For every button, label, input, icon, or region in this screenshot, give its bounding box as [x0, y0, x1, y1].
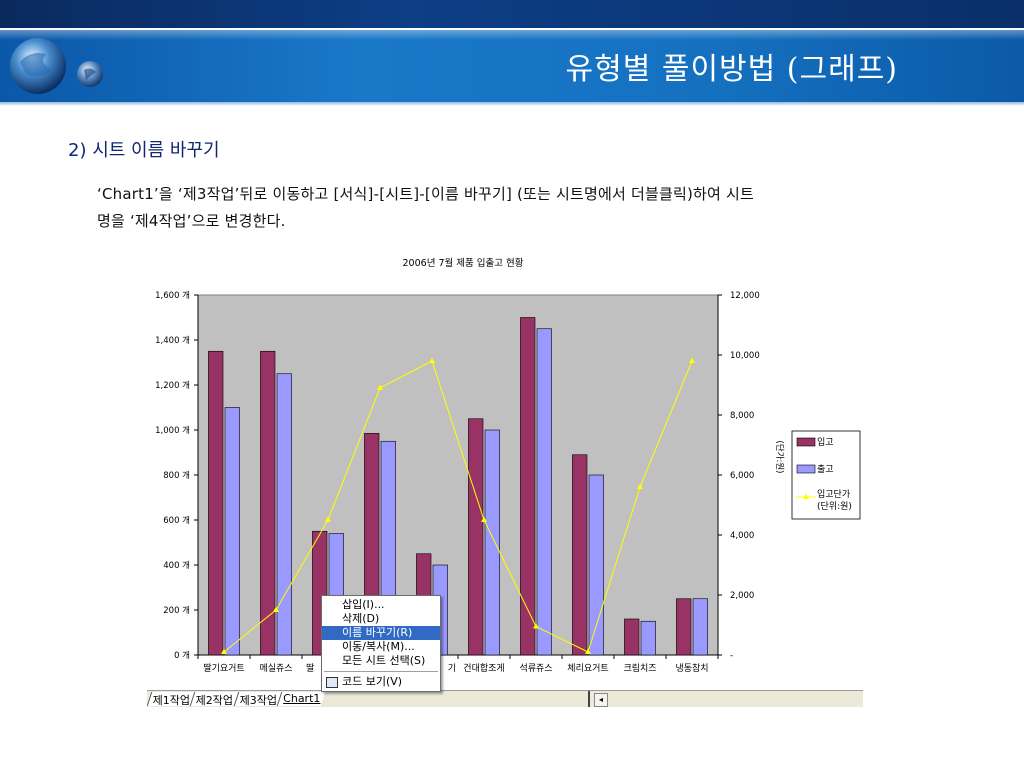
legend-label-out: 출고: [817, 464, 834, 475]
right-axis-label: (단가:원): [774, 441, 785, 474]
slide-title: 유형별 풀이방법 (그래프): [565, 52, 898, 87]
sheet-tab-3[interactable]: 제3작업: [233, 692, 283, 707]
price-marker: [533, 623, 539, 629]
sheet-tab-bar: 제1작업 제2작업 제3작업 Chart1 ◂: [146, 690, 863, 707]
legend-swatch-out: [796, 464, 816, 474]
bar-in: [676, 598, 692, 656]
price-marker: [481, 516, 487, 522]
x-axis-category-label: 건대합조게: [463, 663, 504, 674]
right-axis-tick-label: -: [730, 651, 733, 661]
bar-out: [536, 328, 552, 656]
legend-label-price: 입고단가: [817, 488, 850, 500]
sheet-tab-1[interactable]: 제1작업: [146, 692, 196, 707]
x-axis-category-label: 크림치즈: [623, 662, 656, 674]
right-axis-tick-label: 2,000: [730, 591, 754, 601]
x-axis-category-label: 메실쥬스: [259, 663, 292, 674]
x-axis-category-label: 체리요거트: [567, 663, 608, 674]
price-marker: [689, 357, 695, 363]
instruction-line-2: 명을 ‘제4작업’으로 변경한다.: [97, 212, 286, 230]
sheet-context-menu: 삽입(I)... 삭제(D) 이름 바꾸기(R) 이동/복사(M)... 모든 …: [321, 595, 441, 692]
top-strip: [0, 0, 1024, 28]
left-axis-tick-label: 0 개: [174, 650, 190, 661]
bar-in: [572, 454, 588, 656]
x-axis-category-label: 석류쥬스: [519, 663, 552, 674]
x-axis-category-label: 딸기요거트: [203, 662, 244, 674]
menu-item-rename[interactable]: 이름 바꾸기(R): [322, 626, 440, 640]
price-marker: [273, 606, 279, 612]
right-axis-tick-label: 4,000: [730, 531, 754, 541]
banner-bottom-edge: [0, 102, 1024, 106]
price-marker: [325, 516, 331, 522]
legend-label-in: 입고: [817, 436, 834, 448]
inventory-chart: 2006년 7월 제품 입출고 현황 0 개 200 개 400 개 600 개 800 …: [155, 257, 861, 674]
bar-out: [224, 407, 240, 656]
right-axis-tick-label: 6,000: [730, 471, 754, 481]
bar-in: [260, 350, 276, 656]
plot-area: [197, 294, 719, 656]
menu-item-select-all-sheets[interactable]: 모든 시트 선택(S): [342, 654, 426, 667]
left-axis-tick-label: 1,600 개: [155, 290, 190, 301]
right-axis-tick-label: 10,000: [730, 351, 760, 361]
instruction-line-1: ‘Chart1’을 ‘제3작업’뒤로 이동하고 [서식]-[시트]-[이름 바꾸…: [97, 185, 754, 203]
left-axis-tick-label: 200 개: [163, 605, 190, 616]
left-axis-tick-label: 1,000 개: [155, 425, 190, 436]
chart-title: 2006년 7월 제품 입출고 현황: [403, 257, 524, 269]
bar-in: [468, 418, 484, 656]
bar-out: [640, 620, 656, 656]
right-axis-tick-label: 12,000: [730, 291, 760, 301]
bar-out: [588, 474, 604, 656]
price-marker: [429, 357, 435, 363]
banner-shine: [0, 30, 1024, 40]
view-code-icon: [326, 677, 338, 688]
left-axis-tick-label: 600 개: [163, 515, 190, 526]
price-marker: [585, 648, 591, 654]
x-axis-category-label: 기: [448, 663, 456, 674]
sheet-tab-chart1[interactable]: Chart1: [276, 692, 326, 706]
price-marker: [637, 483, 643, 489]
globe-logo-icon: [10, 38, 103, 94]
left-axis-tick-label: 1,400 개: [155, 335, 190, 346]
left-axis-tick-label: 1,200 개: [155, 380, 190, 391]
legend-swatch-in: [796, 437, 816, 447]
sheet-tab-2[interactable]: 제2작업: [190, 692, 239, 707]
menu-item-view-code-label: 코드 보기(V): [342, 675, 403, 688]
scroll-left-arrow-icon[interactable]: ◂: [594, 693, 608, 707]
tab-split-handle[interactable]: [588, 691, 590, 707]
bar-out: [484, 429, 500, 656]
legend-swatch-marker: [803, 493, 809, 499]
x-axis-category-label: 냉동참치: [675, 662, 708, 674]
bar-out: [692, 598, 708, 656]
price-line: [223, 360, 693, 653]
right-axis-tick-label: 8,000: [730, 411, 754, 421]
bar-in: [208, 350, 224, 656]
left-axis-tick-label: 400 개: [163, 560, 190, 571]
sheet-tabs: 제1작업 제2작업 제3작업 Chart1: [146, 692, 326, 707]
x-axis-category-label: 딸: [306, 662, 314, 674]
left-axis-tick-label: 800 개: [163, 470, 190, 481]
price-marker: [377, 384, 383, 390]
price-marker: [221, 648, 227, 654]
menu-item-insert[interactable]: 삽입(I)...: [342, 598, 385, 611]
title-banner: [0, 30, 1024, 102]
menu-item-move-copy[interactable]: 이동/복사(M)...: [342, 640, 415, 653]
legend-label-price-unit: (단위:원): [817, 501, 852, 512]
bar-in: [624, 618, 640, 656]
bar-out: [276, 373, 292, 656]
section-heading: 2) 시트 이름 바꾸기: [68, 140, 220, 161]
menu-separator: [324, 671, 438, 672]
bar-in: [520, 317, 536, 656]
menu-item-view-code[interactable]: 코드 보기(V): [322, 675, 440, 689]
instruction-text: ‘Chart1’을 ‘제3작업’뒤로 이동하고 [서식]-[시트]-[이름 바꾸…: [97, 181, 977, 235]
menu-item-delete[interactable]: 삭제(D): [342, 612, 380, 625]
